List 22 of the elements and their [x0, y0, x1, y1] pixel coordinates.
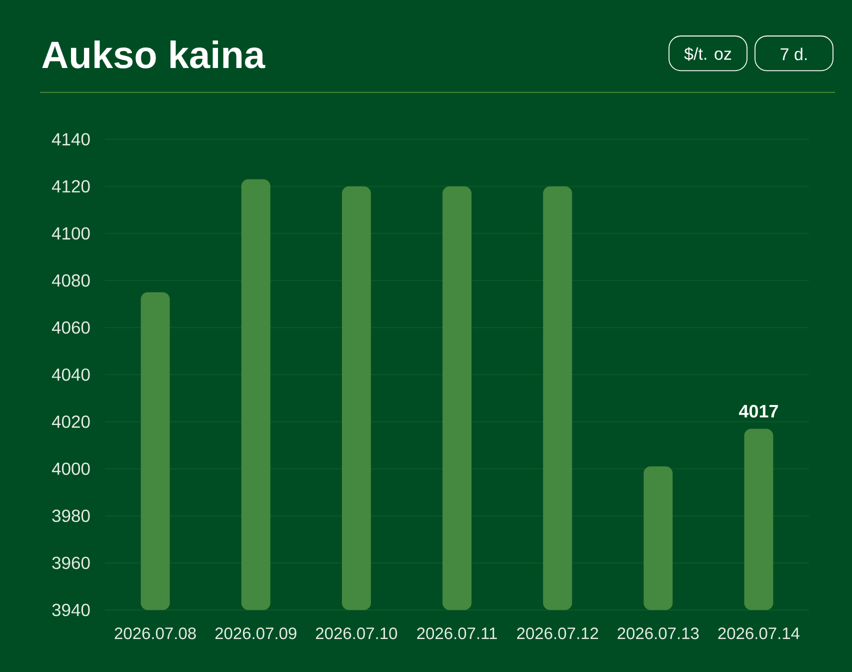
y-tick-label: 4100 — [52, 227, 90, 240]
y-tick-label: 4120 — [52, 180, 90, 193]
x-tick-label: 2026.07.12 — [517, 628, 598, 640]
y-tick-label: 4000 — [52, 462, 90, 475]
y-tick-label: 4140 — [52, 133, 90, 146]
y-tick-label: 4040 — [52, 368, 90, 381]
y-tick-label: 4020 — [52, 416, 90, 428]
x-tick-label: 2026.07.11 — [417, 628, 497, 640]
text: 7 d. — [780, 48, 807, 60]
data-label: 4017 — [738, 404, 778, 418]
y-tick-label: 3940 — [52, 604, 90, 616]
x-tick-label: 2026.07.08 — [114, 628, 196, 640]
text: $/t. oz — [684, 47, 732, 61]
y-tick-label: 4080 — [52, 274, 90, 287]
x-tick-label: 2026.07.13 — [618, 628, 699, 640]
chart-title: Aukso kaina — [42, 40, 266, 68]
y-tick-label: 4060 — [52, 321, 90, 334]
x-tick-label: 2026.07.14 — [718, 628, 800, 640]
x-tick-label: 2026.07.10 — [316, 628, 398, 640]
y-tick-label: 3960 — [52, 556, 90, 570]
y-tick-label: 3980 — [52, 510, 90, 522]
x-tick-label: 2026.07.09 — [215, 628, 296, 640]
